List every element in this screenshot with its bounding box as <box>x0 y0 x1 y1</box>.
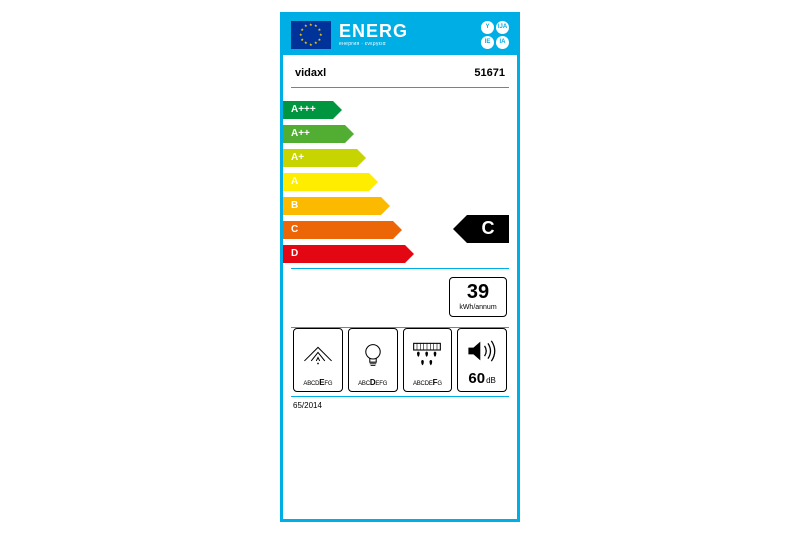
efficiency-scale: A+++ A++ A+ A B C D C <box>283 88 517 268</box>
noise-value: 60dB <box>468 370 495 387</box>
efficiency-class-label: A <box>283 176 298 187</box>
language-badge: IE <box>481 36 494 49</box>
consumption-section: 39 kWh/annum <box>283 269 517 327</box>
grease-class-rating: ABCDEFG <box>413 378 442 387</box>
efficiency-class-row: A <box>283 172 517 192</box>
consumption-box: 39 kWh/annum <box>449 277 507 317</box>
hood-performance-box: ABCDEFG <box>293 328 343 392</box>
eu-star-icon: ★ <box>300 38 304 42</box>
efficiency-arrow: A+ <box>283 149 357 167</box>
energy-label: ★★★★★★★★★★★★ ENERG енергия · ενεργεια YI… <box>280 12 520 522</box>
light-icon <box>351 333 395 378</box>
eu-flag-icon: ★★★★★★★★★★★★ <box>291 21 331 49</box>
efficiency-class-label: A+ <box>283 152 304 163</box>
efficiency-class-label: C <box>283 224 298 235</box>
efficiency-class-row: A++ <box>283 124 517 144</box>
brand-model-row: vidaxl 51671 <box>283 55 517 87</box>
light-performance-box: ABCDEFG <box>348 328 398 392</box>
noise-icon <box>460 333 504 370</box>
efficiency-arrow: A <box>283 173 369 191</box>
efficiency-class-row: A+ <box>283 148 517 168</box>
efficiency-arrow: B <box>283 197 381 215</box>
header: ★★★★★★★★★★★★ ENERG енергия · ενεργεια YI… <box>283 15 517 55</box>
language-badge: Y <box>481 21 494 34</box>
product-rating-arrow: C <box>467 215 509 243</box>
consumption-unit: kWh/annum <box>454 304 502 312</box>
regulation-text: 65/2014 <box>283 397 517 414</box>
consumption-value: 39 <box>454 282 502 302</box>
efficiency-arrow: C <box>283 221 393 239</box>
efficiency-class-label: A++ <box>283 128 310 139</box>
efficiency-class-label: B <box>283 200 298 211</box>
model-number: 51671 <box>474 67 505 79</box>
eu-star-icon: ★ <box>309 43 313 47</box>
eu-star-icon: ★ <box>309 23 313 27</box>
eu-star-icon: ★ <box>299 33 303 37</box>
eu-star-icon: ★ <box>318 28 322 32</box>
efficiency-class-label: A+++ <box>283 104 316 115</box>
eu-star-icon: ★ <box>304 41 308 45</box>
energy-title-block: ENERG енергия · ενεργεια <box>339 22 473 47</box>
energy-subtitle: енергия · ενεργεια <box>339 41 473 47</box>
efficiency-arrow: A++ <box>283 125 345 143</box>
grease-icon <box>406 333 450 378</box>
efficiency-class-row: A+++ <box>283 100 517 120</box>
eu-star-icon: ★ <box>314 41 318 45</box>
efficiency-arrow: D <box>283 245 405 263</box>
hood-class-rating: ABCDEFG <box>303 378 332 387</box>
language-badge: IA <box>496 36 509 49</box>
efficiency-class-label: D <box>283 248 298 259</box>
light-class-rating: ABCDEFG <box>358 378 387 387</box>
eu-star-icon: ★ <box>318 38 322 42</box>
energy-title: ENERG <box>339 22 473 40</box>
efficiency-class-row: D <box>283 244 517 264</box>
language-badges: YIJAIEIA <box>481 21 509 49</box>
noise-performance-box: 60dB <box>457 328 507 392</box>
product-rating-letter: C <box>482 218 495 239</box>
efficiency-arrow: A+++ <box>283 101 333 119</box>
performance-icons-row: ABCDEFG ABCDEFG ABCDEFG 60dB <box>283 328 517 396</box>
hood-icon <box>296 333 340 378</box>
eu-star-icon: ★ <box>300 28 304 32</box>
efficiency-class-row: B <box>283 196 517 216</box>
grease-performance-box: ABCDEFG <box>403 328 453 392</box>
eu-star-icon: ★ <box>304 24 308 28</box>
language-badge: IJA <box>496 21 509 34</box>
eu-star-icon: ★ <box>319 33 323 37</box>
brand-name: vidaxl <box>295 67 326 79</box>
